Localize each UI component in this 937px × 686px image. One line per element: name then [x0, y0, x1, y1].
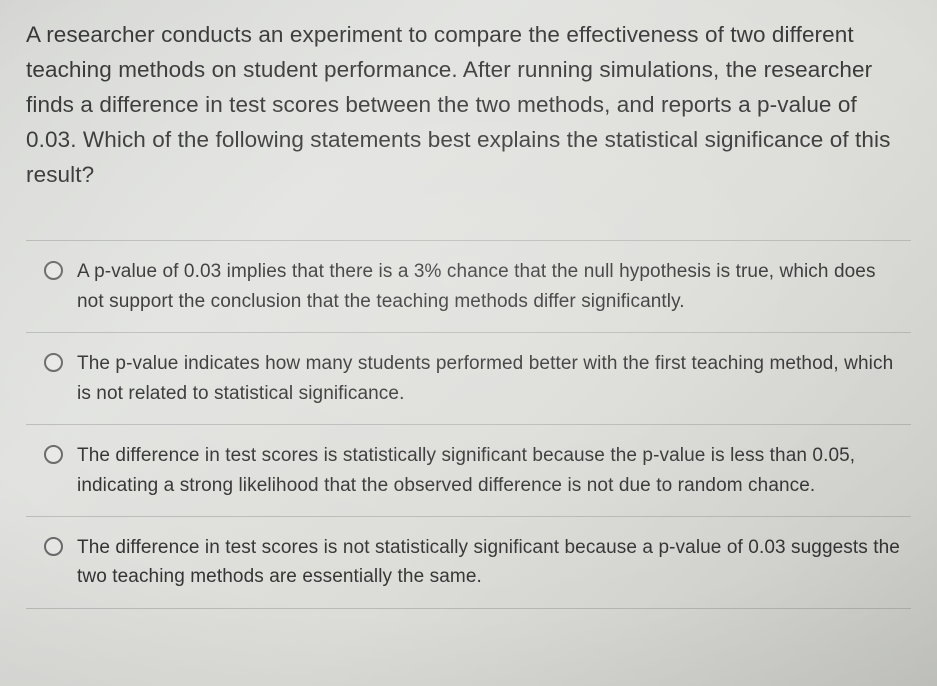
option-row[interactable]: The p-value indicates how many students … — [26, 333, 911, 425]
option-label: The p-value indicates how many students … — [77, 349, 905, 408]
question-text: A researcher conducts an experiment to c… — [26, 18, 911, 192]
radio-icon[interactable] — [44, 353, 63, 372]
option-row[interactable]: The difference in test scores is statist… — [26, 425, 911, 517]
radio-icon[interactable] — [44, 261, 63, 280]
option-label: The difference in test scores is statist… — [77, 441, 905, 500]
option-label: The difference in test scores is not sta… — [77, 533, 905, 592]
radio-icon[interactable] — [44, 445, 63, 464]
option-row[interactable]: A p-value of 0.03 implies that there is … — [26, 241, 911, 333]
options-list: A p-value of 0.03 implies that there is … — [26, 240, 911, 609]
radio-icon[interactable] — [44, 537, 63, 556]
option-row[interactable]: The difference in test scores is not sta… — [26, 517, 911, 609]
option-label: A p-value of 0.03 implies that there is … — [77, 257, 905, 316]
